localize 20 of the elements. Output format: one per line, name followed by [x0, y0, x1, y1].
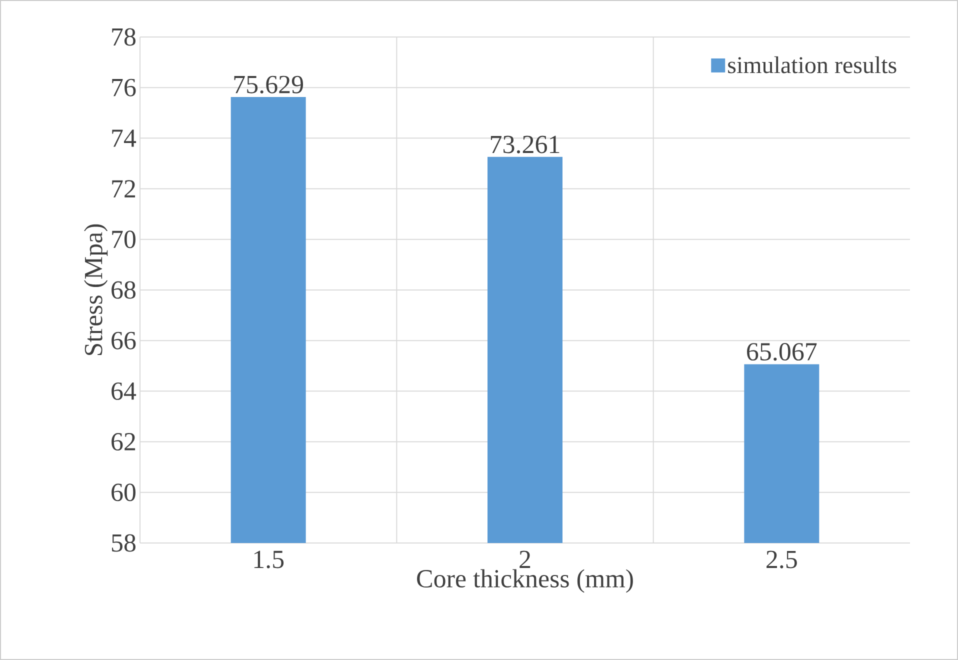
data-label: 75.629 [234, 76, 304, 94]
y-tick-label: 60 [112, 484, 136, 502]
y-tick-label: 74 [112, 130, 136, 147]
y-tick-label: 66 [112, 332, 136, 350]
x-tick-label: 2.5 [766, 550, 797, 568]
x-axis-title: Core thickness (mm) [417, 569, 633, 593]
data-label: 65.067 [747, 342, 817, 361]
y-tick-label: 72 [112, 180, 136, 198]
legend-label: simulation results [728, 56, 896, 74]
x-tick-label: 1.5 [254, 550, 284, 568]
x-tick-label: 2 [520, 550, 530, 568]
y-tick-label: 68 [112, 281, 136, 299]
y-tick-label: 62 [112, 433, 136, 451]
y-tick-label: 78 [112, 28, 136, 46]
y-tick-label: 58 [112, 534, 136, 552]
y-axis-title: Stress (Mpa) [84, 224, 108, 356]
data-label: 73.261 [490, 136, 560, 154]
y-tick-label: 76 [112, 78, 136, 96]
y-tick-label: 64 [112, 382, 136, 400]
y-tick-label: 70 [112, 230, 136, 248]
